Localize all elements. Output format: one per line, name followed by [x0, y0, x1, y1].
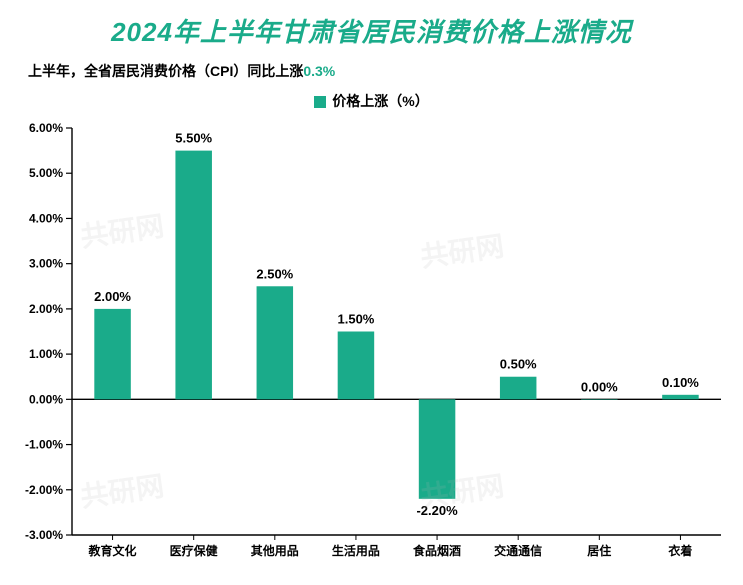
svg-text:0.00%: 0.00%	[29, 392, 63, 406]
bar	[581, 399, 618, 400]
bar-value-label: 2.50%	[256, 266, 293, 281]
legend-swatch	[314, 96, 326, 108]
svg-text:5.00%: 5.00%	[29, 166, 63, 180]
svg-text:-3.00%: -3.00%	[25, 528, 63, 542]
svg-text:4.00%: 4.00%	[29, 211, 63, 225]
bar	[94, 309, 131, 399]
svg-text:2.00%: 2.00%	[29, 302, 63, 316]
svg-text:3.00%: 3.00%	[29, 257, 63, 271]
bar	[175, 151, 212, 400]
chart-title: 2024年上半年甘肃省居民消费价格上涨情况	[0, 0, 743, 49]
bar	[338, 332, 375, 400]
bar-chart: -3.00% -2.00% -1.00% 0.00% 1.00% 2.00% 3.00% 4.…	[10, 120, 733, 567]
bar	[257, 286, 294, 399]
svg-text:6.00%: 6.00%	[29, 121, 63, 135]
chart-subtitle: 上半年，全省居民消费价格（CPI）同比上涨0.3%	[0, 49, 743, 81]
x-axis-label: 其他用品	[251, 543, 299, 558]
bar	[662, 395, 699, 400]
bar-value-label: 0.00%	[581, 379, 618, 394]
bar-value-label: 2.00%	[94, 289, 131, 304]
bar-value-label: 0.50%	[500, 357, 537, 372]
x-axis-label: 衣着	[668, 543, 692, 558]
x-axis-label: 居住	[587, 543, 611, 558]
bar	[500, 377, 537, 400]
x-axis-label: 医疗保健	[170, 543, 219, 558]
svg-text:-2.00%: -2.00%	[25, 483, 63, 497]
svg-text:1.00%: 1.00%	[29, 347, 63, 361]
x-axis-label: 教育文化	[88, 543, 137, 558]
subtitle-highlight: 0.3%	[303, 63, 335, 79]
bar-value-label: 5.50%	[175, 131, 212, 146]
x-axis-label: 生活用品	[332, 543, 380, 558]
subtitle-prefix: 上半年，全省居民消费价格（CPI）同比上涨	[28, 63, 303, 79]
x-axis-label: 交通通信	[494, 543, 542, 558]
bar-value-label: 0.10%	[662, 375, 699, 390]
legend: 价格上涨（%）	[0, 81, 743, 111]
bar-value-label: -2.20%	[416, 503, 458, 518]
svg-text:-1.00%: -1.00%	[25, 438, 63, 452]
bar-value-label: 1.50%	[338, 312, 375, 327]
chart-svg: -3.00% -2.00% -1.00% 0.00% 1.00% 2.00% 3.00% 4.…	[10, 120, 733, 567]
legend-label: 价格上涨（%）	[332, 93, 428, 109]
x-axis-label: 食品烟酒	[412, 543, 461, 558]
bar	[419, 399, 456, 498]
